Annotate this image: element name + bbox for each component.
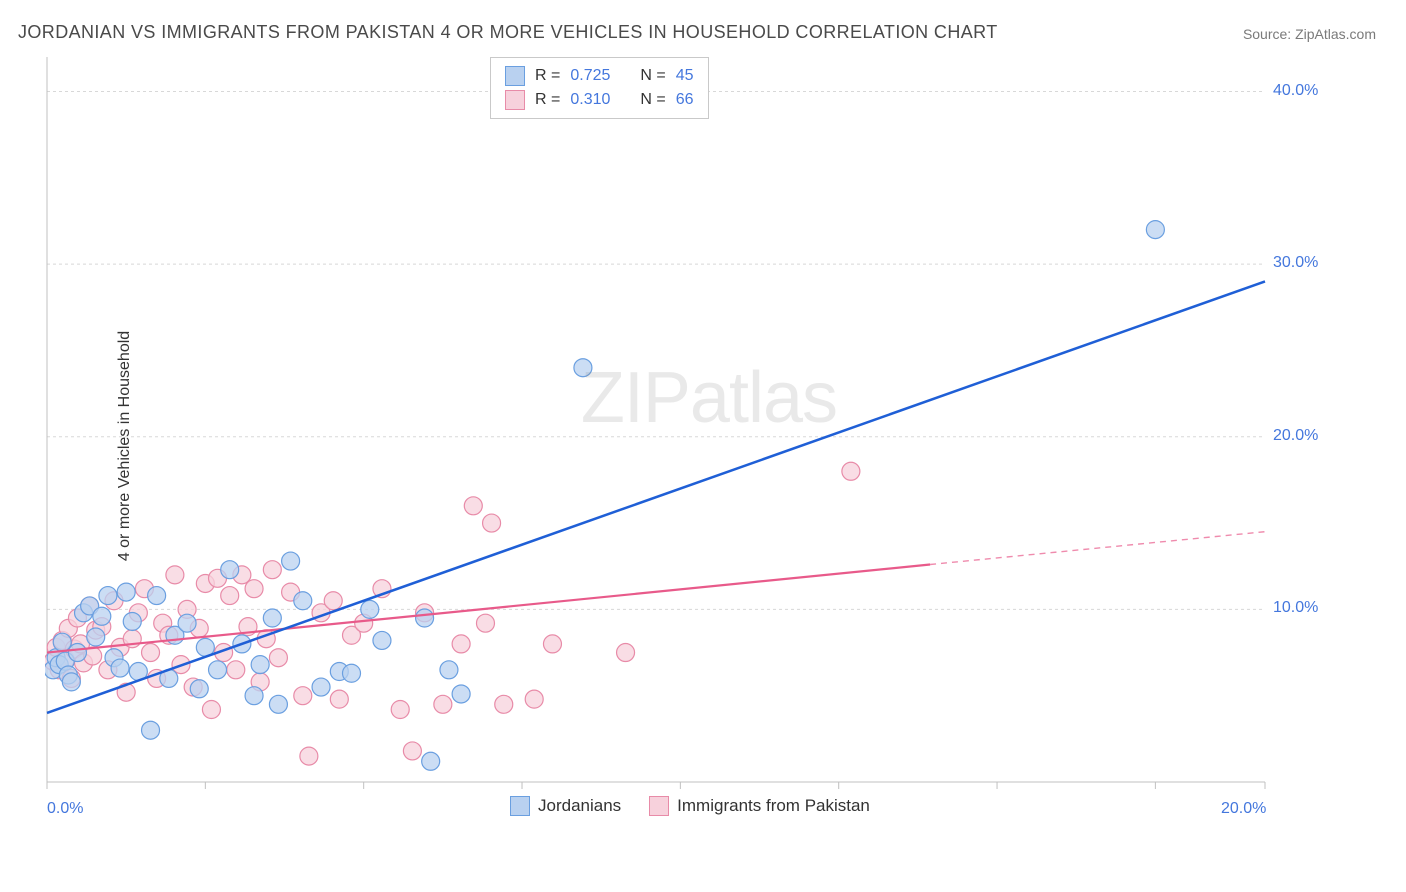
legend-swatch [505,66,525,86]
legend-n-value: 66 [676,91,694,109]
source-attribution: Source: ZipAtlas.com [1243,26,1376,42]
chart-title: JORDANIAN VS IMMIGRANTS FROM PAKISTAN 4 … [18,22,998,43]
legend-r-label: R = [535,67,560,85]
legend-n-value: 45 [676,67,694,85]
y-tick-label: 20.0% [1273,427,1318,445]
legend-series-item: Immigrants from Pakistan [649,796,870,816]
legend-stat-row: R = 0.725 N = 45 [505,64,694,88]
legend-r-value: 0.725 [570,67,610,85]
legend-series-label: Jordanians [538,796,621,816]
legend-n-label: N = [640,91,665,109]
legend-series-item: Jordanians [510,796,621,816]
y-tick-label: 30.0% [1273,254,1318,272]
legend-swatch [649,796,669,816]
x-tick-label: 20.0% [1221,800,1266,818]
y-tick-label: 10.0% [1273,599,1318,617]
series-legend: Jordanians Immigrants from Pakistan [510,796,870,816]
legend-series-label: Immigrants from Pakistan [677,796,870,816]
scatter-chart [45,52,1325,822]
y-tick-label: 40.0% [1273,82,1318,100]
x-tick-label: 0.0% [47,800,83,818]
legend-r-label: R = [535,91,560,109]
legend-swatch [505,90,525,110]
legend-n-label: N = [640,67,665,85]
legend-r-value: 0.310 [570,91,610,109]
correlation-legend: R = 0.725 N = 45 R = 0.310 N = 66 [490,57,709,119]
legend-stat-row: R = 0.310 N = 66 [505,88,694,112]
legend-swatch [510,796,530,816]
